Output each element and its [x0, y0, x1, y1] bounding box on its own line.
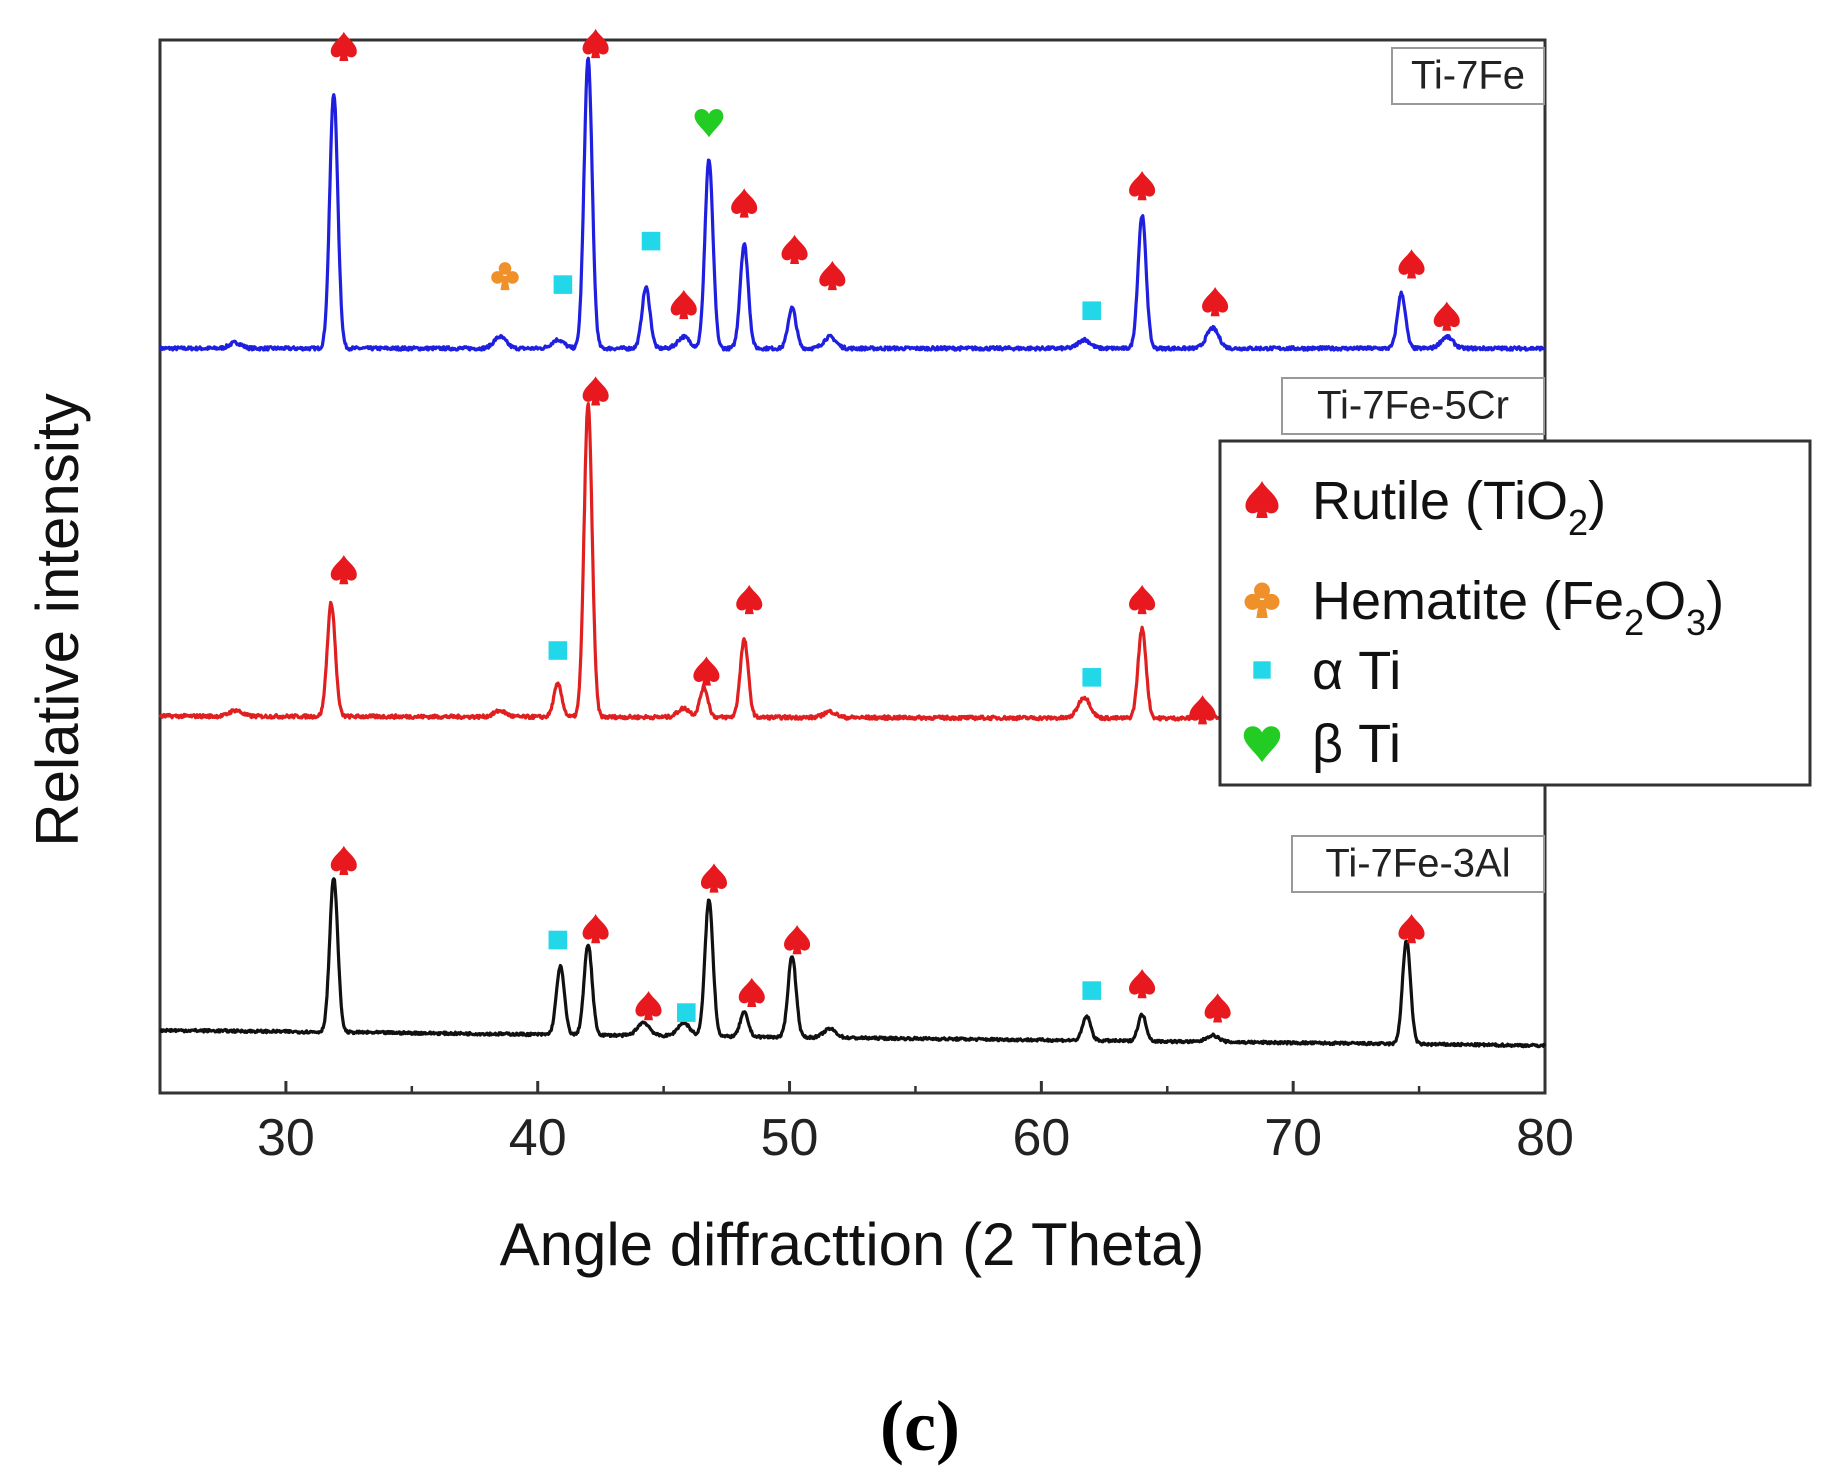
peak-marker-rutile-0-13 — [1398, 249, 1425, 279]
series-label-box-0 — [1391, 47, 1545, 105]
panel-labels: Ti-7Fe Ti-7Fe-5Cr Ti-7Fe-3Al — [1281, 47, 1545, 893]
x-tick-label-2: 50 — [761, 1109, 819, 1167]
legend-marker-alpha — [1253, 661, 1271, 679]
peak-marker-rutile-1-4 — [736, 584, 763, 615]
peak-marker-rutile-2-10 — [1204, 993, 1231, 1023]
peak-marker-rutile-1-2 — [582, 376, 609, 406]
peak-marker-rutile-0-3 — [731, 188, 758, 218]
series-label-box-2 — [1291, 835, 1545, 893]
x-tick-label-3: 60 — [1012, 1109, 1070, 1167]
series-line-2 — [159, 877, 1547, 1049]
peak-marker-rutile-0-12 — [1202, 287, 1229, 317]
x-axis-title: Angle diffracttion (2 Theta) — [500, 1211, 1205, 1278]
peak-marker-alpha-0-6 — [641, 231, 661, 251]
figure-caption: (c) — [880, 1386, 960, 1466]
legend-box — [1218, 439, 1812, 787]
peak-marker-rutile-0-7 — [670, 289, 697, 320]
legend-entry-alpha: α Ti — [1312, 641, 1401, 701]
peak-marker-rutile-1-6 — [1129, 584, 1156, 615]
marker-layer — [330, 28, 1659, 1023]
series-label-box-1 — [1281, 377, 1545, 435]
peak-marker-rutile-2-6 — [738, 977, 765, 1008]
peak-marker-rutile-2-3 — [635, 991, 662, 1021]
legend-entry-beta: β Ti — [1312, 714, 1401, 774]
peak-marker-alpha-2-4 — [677, 1003, 696, 1022]
peak-marker-alpha-0-5 — [553, 275, 573, 294]
peak-marker-rutile-0-0 — [330, 31, 357, 62]
legend-marker-rutile — [1245, 481, 1279, 519]
series-label-2: Ti-7Fe-3Al — [1325, 841, 1510, 885]
peak-marker-rutile-1-0 — [330, 555, 357, 585]
peak-marker-rutile-2-2 — [582, 914, 609, 944]
x-axis-ticks: 30 40 50 60 70 80 — [158, 1081, 1574, 1167]
x-tick-label-4: 70 — [1264, 1109, 1322, 1167]
series-label-0: Ti-7Fe — [1411, 53, 1525, 97]
peak-marker-rutile-2-7 — [784, 925, 811, 955]
x-tick-label-5: 80 — [1516, 1109, 1574, 1167]
legend: Rutile (TiO2)Hematite (Fe2O3)α Tiβ Ti — [1218, 439, 1812, 787]
peak-marker-rutile-0-1 — [582, 28, 609, 59]
peak-marker-alpha-1-1 — [548, 641, 568, 660]
peak-marker-alpha-1-5 — [1082, 668, 1102, 687]
peak-marker-rutile-2-11 — [1398, 914, 1425, 944]
peak-marker-rutile-0-8 — [781, 234, 808, 265]
peak-marker-rutile-0-14 — [1433, 301, 1460, 331]
peak-marker-rutile-0-11 — [1129, 171, 1156, 201]
series-label-1: Ti-7Fe-5Cr — [1317, 383, 1509, 427]
peak-marker-rutile-2-0 — [330, 845, 357, 876]
peak-marker-rutile-1-3 — [693, 656, 720, 686]
series-line-0 — [158, 56, 1546, 352]
y-axis-title: Relative intensity — [24, 393, 91, 847]
peak-marker-alpha-2-8 — [1082, 981, 1102, 1000]
legend-marker-hematite — [1244, 582, 1280, 619]
x-tick-label-1: 40 — [509, 1109, 567, 1167]
legend-marker-beta — [1243, 726, 1281, 762]
peak-marker-rutile-2-9 — [1129, 969, 1156, 999]
peak-marker-rutile-1-7 — [1189, 695, 1216, 725]
peak-marker-alpha-2-1 — [548, 930, 568, 950]
peak-marker-hematite-0-4 — [491, 262, 519, 291]
peak-marker-beta-0-2 — [694, 108, 724, 138]
x-tick-label-0: 30 — [257, 1109, 315, 1167]
peak-marker-alpha-0-10 — [1082, 301, 1102, 320]
peak-marker-rutile-0-9 — [819, 260, 846, 291]
peak-marker-rutile-2-5 — [700, 863, 728, 893]
